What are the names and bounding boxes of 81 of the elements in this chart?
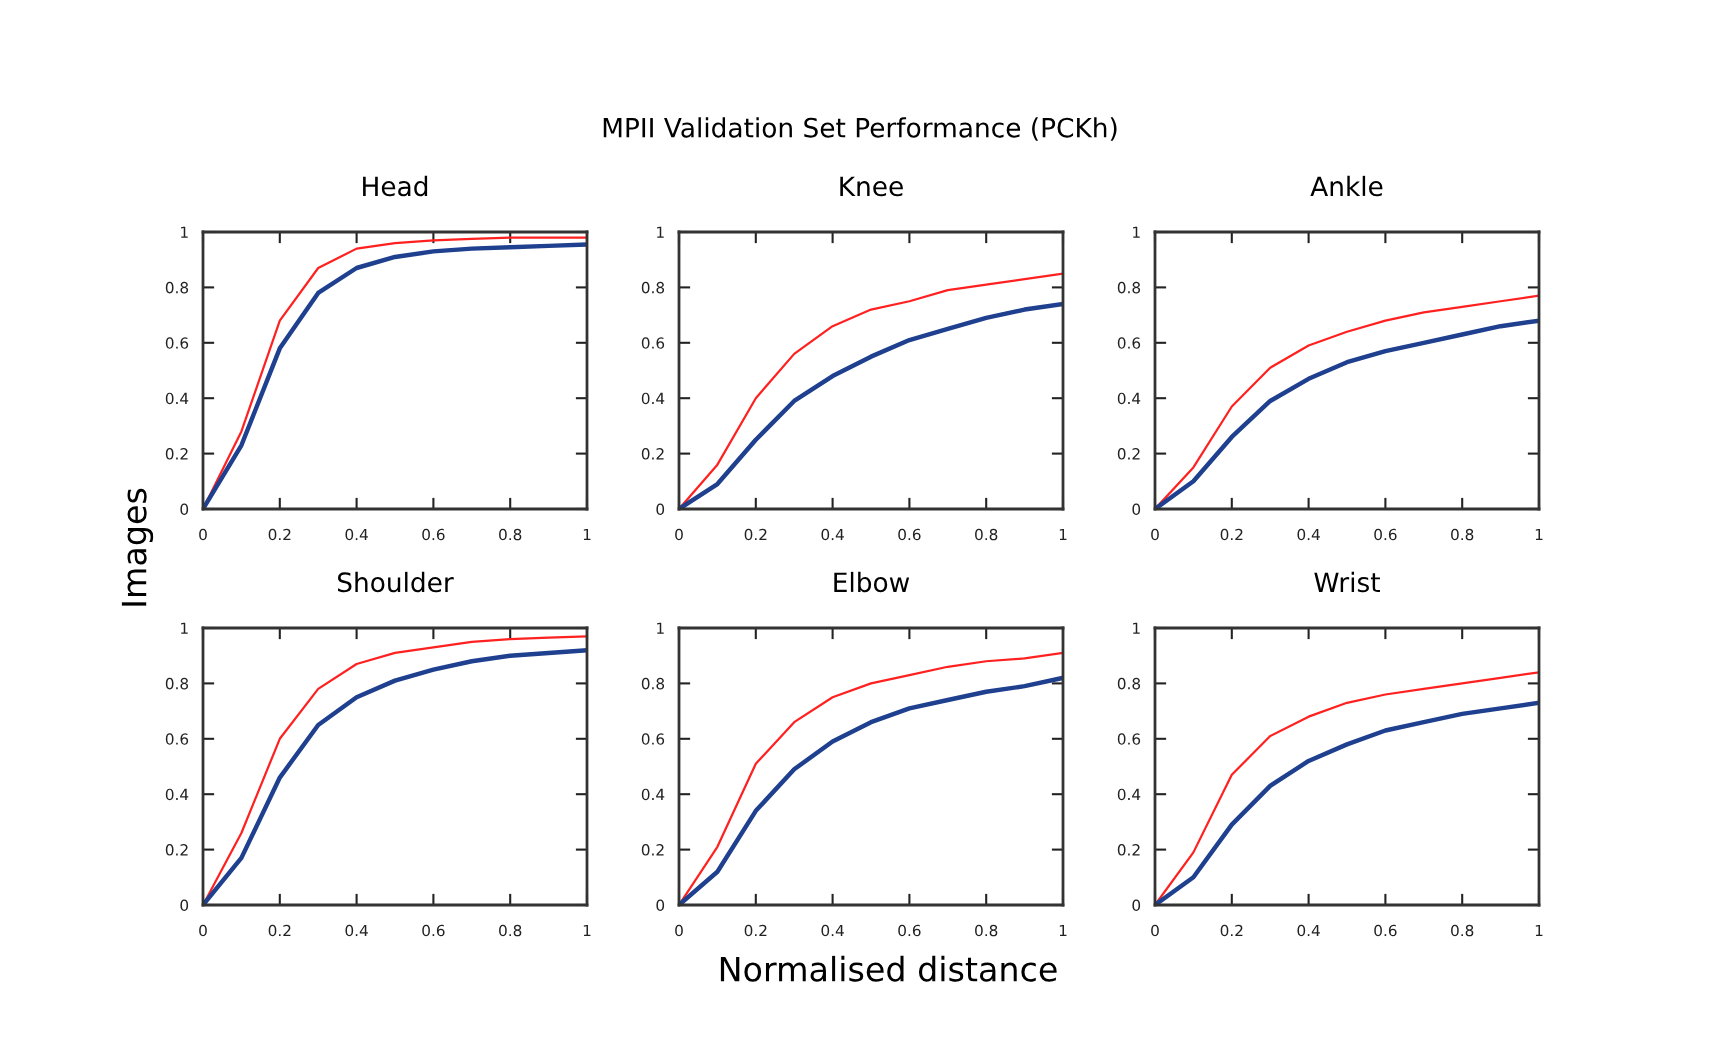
x-tick-label: 0.4 — [821, 924, 844, 937]
x-tick-label: 1 — [1059, 924, 1067, 937]
x-tick-label: 0 — [199, 528, 207, 541]
y-tick-label: 1 — [657, 226, 664, 238]
x-tick-label: 0.6 — [422, 528, 445, 541]
x-tick-label: 0.2 — [744, 528, 767, 541]
x-tick-label: 1 — [583, 528, 591, 541]
x-tick-label: 0.2 — [268, 924, 291, 937]
y-tick-label: 0.2 — [165, 844, 188, 856]
x-tick-label: 0.4 — [1297, 528, 1320, 541]
y-tick-label: 0.4 — [165, 392, 189, 405]
y-tick-label: 0.6 — [641, 337, 665, 349]
chart-title: Elbow — [834, 571, 910, 593]
y-tick-label: 1 — [1133, 226, 1140, 238]
y-tick-label: 0.6 — [165, 733, 189, 745]
y-tick-label: 0.4 — [1117, 392, 1141, 405]
y-tick-label: 0 — [656, 899, 665, 912]
x-tick-label: 0 — [675, 924, 683, 937]
x-tick-label: 0.4 — [1297, 924, 1320, 937]
y-tick-label: 0.2 — [165, 448, 188, 460]
y-tick-label: 0.6 — [1117, 337, 1141, 349]
y-tick-label: 0 — [180, 503, 189, 516]
y-tick-label: 0 — [1132, 899, 1141, 912]
x-tick-label: 0 — [1151, 924, 1159, 937]
x-tick-label: 0.6 — [898, 528, 921, 541]
chart-title: Head — [363, 175, 428, 197]
x-tick-label: 1 — [583, 924, 591, 937]
x-tick-label: 1 — [1059, 528, 1067, 541]
y-tick-label: 0 — [1132, 503, 1141, 516]
y-tick-label: 0.8 — [1117, 281, 1141, 294]
y-tick-label: 0.8 — [165, 281, 189, 294]
y-tick-label: 1 — [181, 226, 188, 238]
x-tick-label: 0.8 — [975, 528, 998, 541]
y-tick-label: 0.4 — [165, 788, 189, 801]
x-tick-label: 0.2 — [1220, 528, 1243, 541]
y-tick-label: 1 — [181, 622, 188, 634]
x-tick-label: 0 — [199, 924, 207, 937]
y-tick-label: 0.4 — [641, 788, 665, 801]
x-tick-label: 0.8 — [499, 528, 522, 541]
y-tick-label: 1 — [1133, 622, 1140, 634]
x-tick-label: 0.6 — [422, 924, 445, 937]
x-tick-label: 0 — [1151, 528, 1159, 541]
y-tick-label: 0.4 — [641, 392, 665, 405]
y-axis-title: Images — [121, 488, 154, 606]
y-tick-label: 0.6 — [165, 337, 189, 349]
x-tick-label: 0.2 — [744, 924, 767, 937]
x-tick-label: 0.2 — [268, 528, 291, 541]
chart-title: Wrist — [1314, 571, 1380, 593]
x-axis-title: Normalised distance — [720, 955, 1057, 982]
y-tick-label: 0.6 — [641, 733, 665, 745]
y-tick-label: 1 — [657, 622, 664, 634]
x-tick-label: 0.2 — [1220, 924, 1243, 937]
y-tick-label: 0.6 — [1117, 733, 1141, 745]
x-tick-label: 0.4 — [821, 528, 844, 541]
y-tick-label: 0.2 — [1117, 844, 1140, 856]
y-tick-label: 0.8 — [641, 281, 665, 294]
x-tick-label: 1 — [1535, 528, 1543, 541]
y-tick-label: 0.2 — [641, 448, 664, 460]
y-tick-label: 0.8 — [1117, 677, 1141, 690]
y-tick-label: 0.8 — [641, 677, 665, 690]
x-tick-label: 0.6 — [898, 924, 921, 937]
y-tick-label: 0 — [180, 899, 189, 912]
x-tick-label: 0.8 — [975, 924, 998, 937]
y-tick-label: 0.2 — [641, 844, 664, 856]
x-tick-label: 1 — [1535, 924, 1543, 937]
text: MPII Validation Set Performance (PCKh) — [603, 117, 1117, 141]
x-tick-label: 0.6 — [1374, 528, 1397, 541]
y-tick-label: 0 — [656, 503, 665, 516]
y-tick-label: 0.4 — [1117, 788, 1141, 801]
chart-title: Ankle — [1310, 175, 1383, 197]
x-tick-label: 0.8 — [1451, 924, 1474, 937]
x-tick-label: 0.8 — [1451, 528, 1474, 541]
x-tick-label: 0 — [675, 528, 683, 541]
y-tick-label: 0.2 — [1117, 448, 1140, 460]
x-tick-label: 0.8 — [499, 924, 522, 937]
x-tick-label: 0.6 — [1374, 924, 1397, 937]
chart-title: Shoulder — [337, 571, 454, 593]
y-tick-label: 0.8 — [165, 677, 189, 690]
x-tick-label: 0.4 — [345, 924, 368, 937]
chart-title: Knee — [840, 176, 903, 197]
x-tick-label: 0.4 — [345, 528, 368, 541]
